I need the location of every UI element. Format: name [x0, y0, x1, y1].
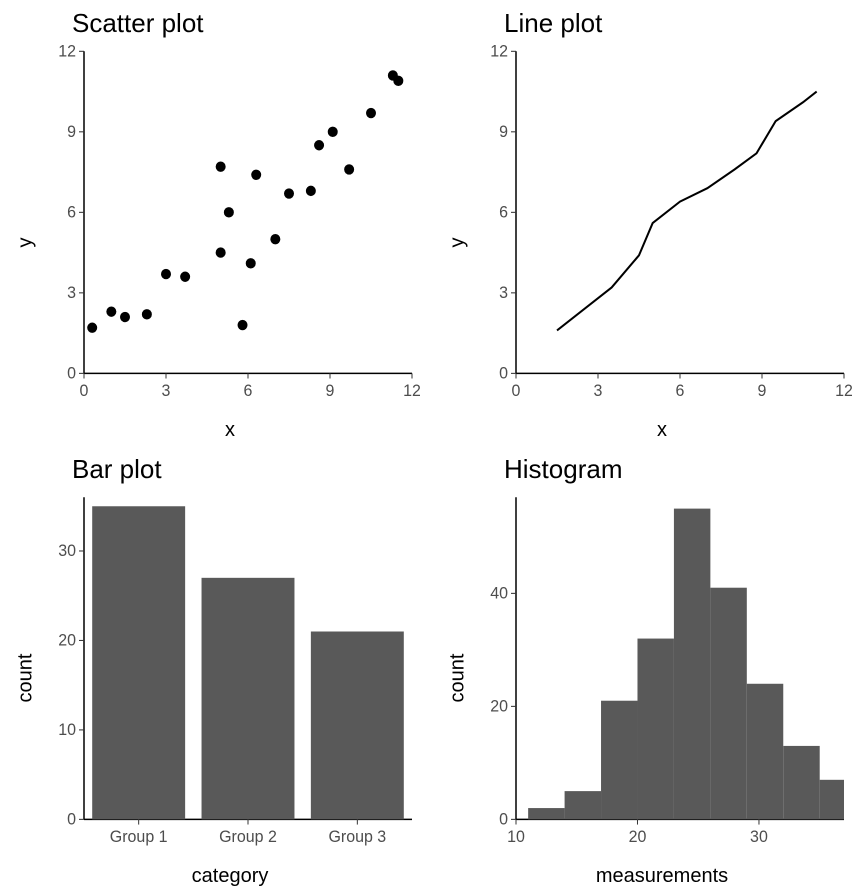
histogram-bin — [565, 791, 601, 819]
svg-text:Group 3: Group 3 — [328, 828, 386, 846]
histogram-bin — [674, 509, 710, 820]
svg-text:6: 6 — [499, 203, 508, 221]
scatter-point — [393, 76, 403, 86]
svg-text:6: 6 — [67, 203, 76, 221]
svg-text:20: 20 — [629, 828, 647, 846]
scatter-point — [246, 258, 256, 268]
scatter-point — [284, 188, 294, 198]
histogram-bin — [747, 684, 783, 820]
histogram-bin — [601, 701, 637, 820]
line-plot-area: 0 3 6 9 12 0 3 6 9 12 — [472, 43, 852, 417]
scatter-point — [314, 140, 324, 150]
scatter-plot-area: 0 3 6 9 12 0 3 6 9 12 — [40, 43, 420, 417]
svg-text:0: 0 — [499, 364, 508, 382]
bar-ylabel: count — [15, 675, 38, 703]
histogram-panel: Histogram count 0 20 40 10 20 30 measurements — [432, 446, 864, 892]
scatter-point — [87, 323, 97, 333]
chart-grid: Scatter plot y 0 3 6 9 12 0 3 6 9 12 x Line plot … — [0, 0, 864, 892]
bar — [202, 578, 295, 820]
scatter-point — [120, 312, 130, 322]
svg-text:30: 30 — [58, 542, 76, 560]
scatter-point — [366, 108, 376, 118]
histogram-bin — [528, 808, 564, 819]
scatter-point — [224, 207, 234, 217]
scatter-point — [142, 309, 152, 319]
svg-text:30: 30 — [750, 828, 768, 846]
histogram-xlabel: measurements — [472, 865, 852, 888]
svg-text:9: 9 — [67, 123, 76, 141]
line-series — [557, 92, 817, 331]
svg-text:9: 9 — [758, 382, 767, 400]
bar-title: Bar plot — [72, 454, 420, 485]
svg-text:6: 6 — [676, 382, 685, 400]
scatter-title: Scatter plot — [72, 8, 420, 39]
svg-text:40: 40 — [490, 584, 508, 602]
bar — [92, 506, 185, 819]
svg-text:3: 3 — [594, 382, 603, 400]
svg-text:9: 9 — [499, 123, 508, 141]
histogram-bin — [637, 639, 673, 820]
svg-text:12: 12 — [58, 43, 76, 61]
bar — [311, 632, 404, 820]
svg-text:0: 0 — [499, 810, 508, 828]
scatter-panel: Scatter plot y 0 3 6 9 12 0 3 6 9 12 x — [0, 0, 432, 446]
scatter-point — [270, 234, 280, 244]
svg-text:Group 2: Group 2 — [219, 828, 277, 846]
histogram-plot-area: 0 20 40 10 20 30 — [472, 489, 852, 863]
bar-xlabel: category — [40, 865, 420, 888]
svg-text:0: 0 — [67, 364, 76, 382]
line-title: Line plot — [504, 8, 852, 39]
svg-text:10: 10 — [58, 721, 76, 739]
svg-text:9: 9 — [326, 382, 335, 400]
scatter-ylabel: y — [15, 229, 38, 257]
scatter-xlabel: x — [40, 419, 420, 442]
svg-text:12: 12 — [403, 382, 420, 400]
svg-text:10: 10 — [507, 828, 525, 846]
svg-text:12: 12 — [490, 43, 508, 61]
scatter-point — [180, 272, 190, 282]
svg-text:0: 0 — [80, 382, 89, 400]
svg-text:20: 20 — [58, 631, 76, 649]
line-xlabel: x — [472, 419, 852, 442]
svg-text:Group 1: Group 1 — [110, 828, 168, 846]
line-panel: Line plot y 0 3 6 9 12 0 3 6 9 12 x — [432, 0, 864, 446]
scatter-point — [216, 162, 226, 172]
bar-plot-area: 0 10 20 30 Group 1 Group 2 Group 3 — [40, 489, 420, 863]
histogram-title: Histogram — [504, 454, 852, 485]
histogram-bin — [783, 746, 819, 819]
line-ylabel: y — [447, 229, 470, 257]
svg-text:0: 0 — [512, 382, 521, 400]
svg-text:3: 3 — [162, 382, 171, 400]
scatter-point — [216, 247, 226, 257]
histogram-ylabel: count — [447, 675, 470, 703]
histogram-bin — [710, 588, 746, 820]
scatter-point — [238, 320, 248, 330]
scatter-point — [344, 164, 354, 174]
svg-text:0: 0 — [67, 810, 76, 828]
scatter-point — [306, 186, 316, 196]
svg-text:20: 20 — [490, 697, 508, 715]
svg-text:6: 6 — [244, 382, 253, 400]
svg-text:3: 3 — [499, 284, 508, 302]
bar-panel: Bar plot count 0 10 20 30 Group 1 Group 2 Grou… — [0, 446, 432, 892]
scatter-point — [251, 170, 261, 180]
scatter-point — [328, 127, 338, 137]
histogram-bin — [820, 780, 844, 820]
svg-text:3: 3 — [67, 284, 76, 302]
svg-text:12: 12 — [835, 382, 852, 400]
scatter-point — [161, 269, 171, 279]
scatter-point — [106, 306, 116, 316]
